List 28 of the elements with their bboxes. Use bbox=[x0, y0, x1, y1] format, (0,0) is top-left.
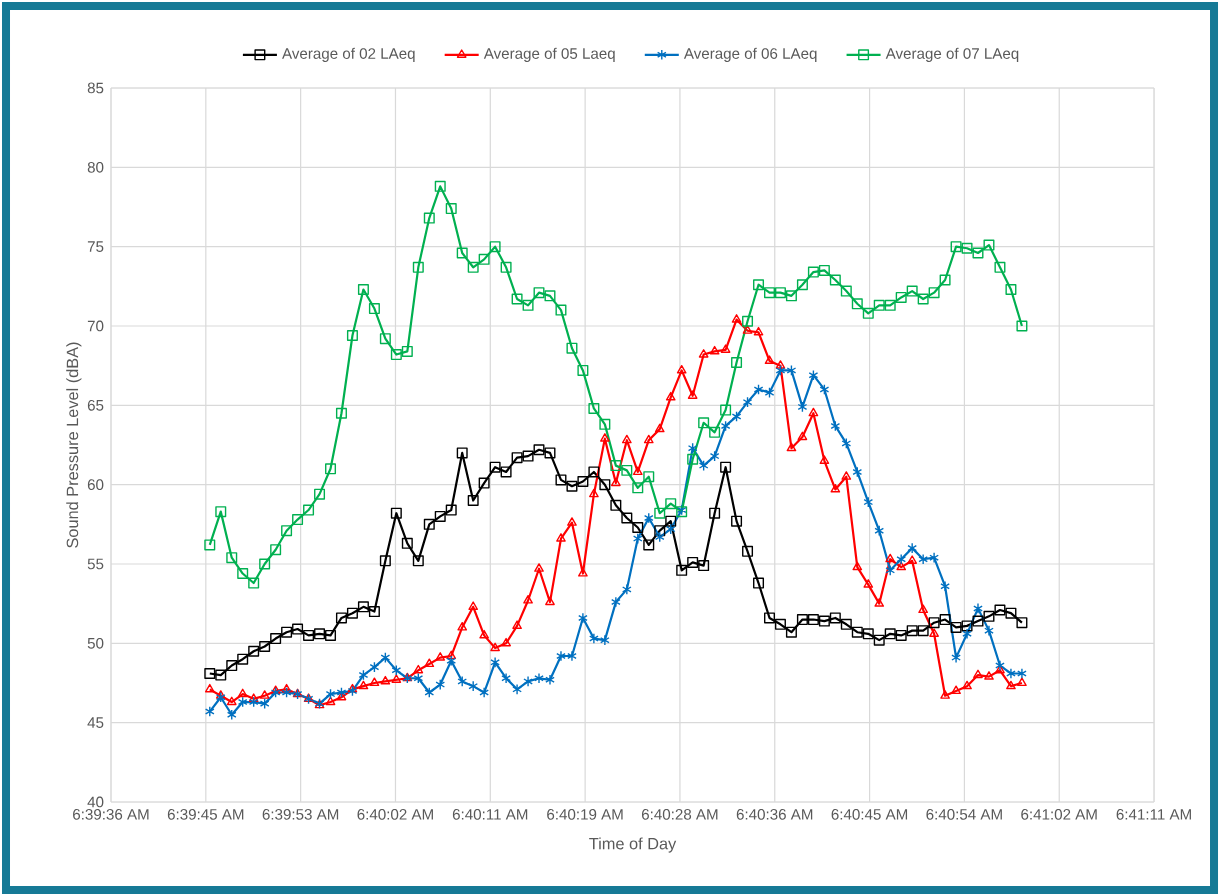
x-tick-label: 6:40:19 AM bbox=[547, 809, 623, 820]
y-tick-label: 65 bbox=[87, 399, 104, 411]
y-tick-label: 40 bbox=[87, 796, 104, 808]
x-tick-label: 6:40:54 AM bbox=[926, 809, 1002, 820]
x-tick-label: 6:41:11 AM bbox=[1116, 809, 1191, 820]
x-tick-label: 6:39:45 AM bbox=[167, 809, 244, 820]
y-axis-title: Sound Pressure Level (dBA) bbox=[66, 342, 82, 548]
legend-label: Average of 07 LAeq bbox=[885, 47, 1019, 62]
y-tick-label: 55 bbox=[87, 558, 104, 570]
x-tick-label: 6:40:11 AM bbox=[452, 809, 528, 820]
x-tick-label: 6:39:36 AM bbox=[73, 809, 149, 820]
x-tick-label: 6:40:28 AM bbox=[642, 809, 718, 820]
y-tick-label: 85 bbox=[87, 82, 104, 94]
y-tick-label: 75 bbox=[87, 241, 104, 252]
y-tick-label: 80 bbox=[87, 161, 104, 173]
x-tick-label: 6:40:36 AM bbox=[736, 809, 813, 820]
legend-label: Average of 05 Laeq bbox=[483, 47, 615, 62]
legend-label: Average of 06 LAeq bbox=[683, 47, 817, 62]
y-tick-label: 45 bbox=[87, 717, 104, 728]
x-tick-label: 6:40:02 AM bbox=[357, 809, 433, 820]
y-tick-label: 60 bbox=[87, 479, 104, 491]
legend-label: Average of 02 LAeq bbox=[282, 47, 415, 62]
y-tick-label: 50 bbox=[87, 637, 104, 649]
x-tick-label: 6:41:02 AM bbox=[1021, 809, 1097, 820]
x-axis-title: Time of Day bbox=[589, 837, 677, 853]
x-tick-label: 6:40:45 AM bbox=[831, 809, 908, 820]
y-tick-label: 70 bbox=[87, 320, 104, 332]
x-tick-label: 6:39:53 AM bbox=[262, 809, 339, 820]
